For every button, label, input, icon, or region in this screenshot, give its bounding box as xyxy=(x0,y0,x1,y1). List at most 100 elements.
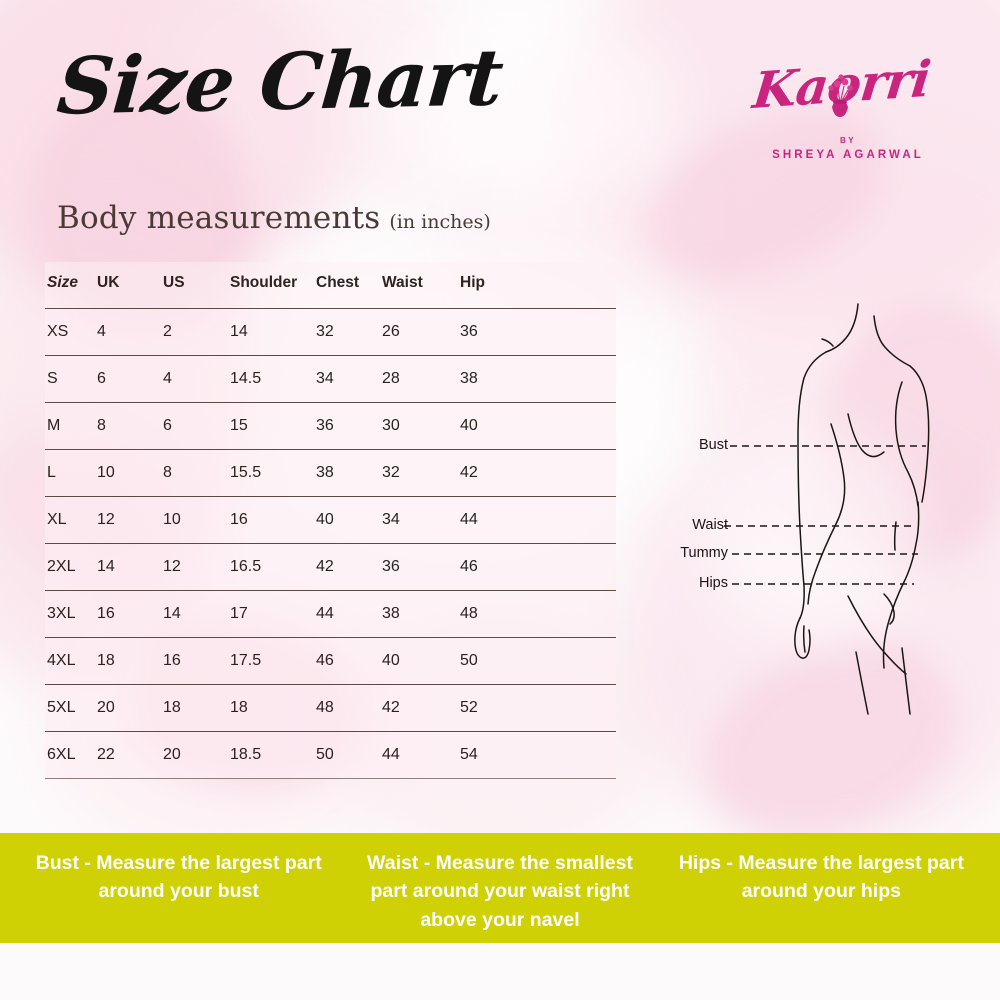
cell-us: 4 xyxy=(163,355,230,403)
cell-uk: 4 xyxy=(97,308,163,356)
subtitle-unit-note: (in inches) xyxy=(389,211,491,233)
cell-shoulder: 18.5 xyxy=(230,731,316,779)
cell-size: XL xyxy=(45,496,97,544)
cell-uk: 16 xyxy=(97,590,163,638)
cell-us: 6 xyxy=(163,402,230,450)
column-header-size: Size xyxy=(45,262,97,309)
cell-us: 16 xyxy=(163,637,230,685)
table-row: M 8 6 15 36 30 40 xyxy=(45,402,616,450)
cell-us: 18 xyxy=(163,684,230,732)
figure-label-hips: Hips xyxy=(698,575,728,591)
page-title: Size Chart xyxy=(53,32,506,133)
cell-waist: 30 xyxy=(382,402,460,450)
cell-uk: 22 xyxy=(97,731,163,779)
instruction-waist-term: Waist - xyxy=(367,852,431,874)
instruction-bust-text: Measure the largest part around your bus… xyxy=(90,852,322,903)
instruction-waist-text: Measure the smallest part around your wa… xyxy=(370,852,633,931)
cell-shoulder: 16.5 xyxy=(230,543,316,591)
table-row: 4XL 18 16 17.5 46 40 50 xyxy=(45,637,616,685)
cell-size: L xyxy=(45,449,97,497)
instruction-bust: Bust - Measure the largest part around y… xyxy=(18,849,339,906)
female-torso-outline-icon xyxy=(724,303,930,715)
figure-label-bust: Bust xyxy=(698,437,728,453)
instruction-hips: Hips - Measure the largest part around y… xyxy=(661,849,982,906)
body-figure-illustration: Bust Waist Tummy Hips xyxy=(680,296,988,716)
cell-hip: 38 xyxy=(460,355,616,403)
cell-shoulder: 16 xyxy=(230,496,316,544)
cell-hip: 48 xyxy=(460,590,616,638)
cell-waist: 40 xyxy=(382,637,460,685)
table-row: S 6 4 14.5 34 28 38 xyxy=(45,355,616,403)
cell-chest: 40 xyxy=(316,496,382,544)
table-row: XS 4 2 14 32 26 36 xyxy=(45,308,616,356)
column-header-chest: Chest xyxy=(316,262,382,309)
instruction-hips-term: Hips - xyxy=(678,852,733,874)
cell-uk: 6 xyxy=(97,355,163,403)
column-header-shoulder: Shoulder xyxy=(230,262,316,309)
cell-us: 10 xyxy=(163,496,230,544)
cell-chest: 48 xyxy=(316,684,382,732)
table-row: 6XL 22 20 18.5 50 44 54 xyxy=(45,731,616,779)
cell-size: 6XL xyxy=(45,731,97,779)
flower-vase-icon xyxy=(828,74,853,117)
cell-waist: 44 xyxy=(382,731,460,779)
instruction-bust-term: Bust - xyxy=(35,852,91,874)
cell-waist: 32 xyxy=(382,449,460,497)
cell-chest: 34 xyxy=(316,355,382,403)
logo-by-label: BY xyxy=(840,136,856,145)
cell-shoulder: 14 xyxy=(230,308,316,356)
cell-hip: 44 xyxy=(460,496,616,544)
cell-shoulder: 15 xyxy=(230,402,316,450)
figure-label-tummy: Tummy xyxy=(680,545,728,561)
table-row: L 10 8 15.5 38 32 42 xyxy=(45,449,616,497)
column-header-us: US xyxy=(163,262,230,309)
cell-waist: 26 xyxy=(382,308,460,356)
cell-waist: 38 xyxy=(382,590,460,638)
cell-hip: 50 xyxy=(460,637,616,685)
cell-hip: 36 xyxy=(460,308,616,356)
cell-shoulder: 15.5 xyxy=(230,449,316,497)
cell-chest: 44 xyxy=(316,590,382,638)
cell-chest: 36 xyxy=(316,402,382,450)
cell-waist: 42 xyxy=(382,684,460,732)
cell-uk: 8 xyxy=(97,402,163,450)
cell-size: XS xyxy=(45,308,97,356)
subtitle-row: Body measurements (in inches) xyxy=(57,200,491,236)
logo-mark: Kaorri xyxy=(748,49,948,136)
table-row: 3XL 16 14 17 44 38 48 xyxy=(45,590,616,638)
column-header-waist: Waist xyxy=(382,262,460,309)
cell-shoulder: 17.5 xyxy=(230,637,316,685)
measurements-table-container: Size UK US Shoulder Chest Waist Hip XS 4… xyxy=(45,262,616,779)
cell-uk: 18 xyxy=(97,637,163,685)
table-header-row: Size UK US Shoulder Chest Waist Hip xyxy=(45,262,616,309)
cell-waist: 28 xyxy=(382,355,460,403)
table-row: XL 12 10 16 40 34 44 xyxy=(45,496,616,544)
table-row: 2XL 14 12 16.5 42 36 46 xyxy=(45,543,616,591)
cell-chest: 42 xyxy=(316,543,382,591)
cell-shoulder: 14.5 xyxy=(230,355,316,403)
cell-us: 20 xyxy=(163,731,230,779)
cell-size: 3XL xyxy=(45,590,97,638)
cell-uk: 20 xyxy=(97,684,163,732)
table-row: 5XL 20 18 18 48 42 52 xyxy=(45,684,616,732)
cell-us: 8 xyxy=(163,449,230,497)
cell-hip: 54 xyxy=(460,731,616,779)
logo-designer: SHREYA AGARWAL xyxy=(772,149,924,161)
cell-waist: 34 xyxy=(382,496,460,544)
instruction-waist: Waist - Measure the smallest part around… xyxy=(339,849,660,934)
cell-chest: 38 xyxy=(316,449,382,497)
cell-chest: 46 xyxy=(316,637,382,685)
cell-size: S xyxy=(45,355,97,403)
measurements-table: Size UK US Shoulder Chest Waist Hip XS 4… xyxy=(45,262,616,779)
instruction-hips-text: Measure the largest part around your hip… xyxy=(732,852,964,903)
cell-uk: 10 xyxy=(97,449,163,497)
column-header-hip: Hip xyxy=(460,262,616,309)
cell-hip: 46 xyxy=(460,543,616,591)
table-body: XS 4 2 14 32 26 36 S 6 4 14.5 34 28 38 xyxy=(45,308,616,779)
cell-uk: 12 xyxy=(97,496,163,544)
cell-size: M xyxy=(45,402,97,450)
brand-logo: Kaorri BY SHREYA AGARWAL xyxy=(748,49,948,170)
figure-label-waist: Waist xyxy=(692,517,728,533)
cell-chest: 50 xyxy=(316,731,382,779)
